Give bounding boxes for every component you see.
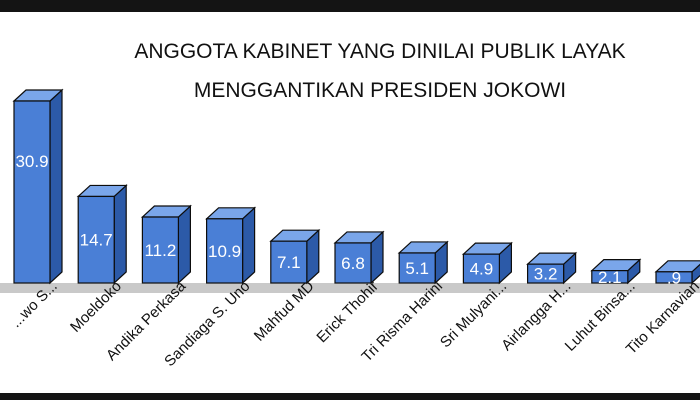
screen-top-border — [0, 0, 700, 12]
bar-front — [334, 242, 372, 284]
chart-title-line-1: ANGGOTA KABINET YANG DINILAI PUBLIK LAYA… — [134, 40, 625, 63]
bar-side — [242, 206, 256, 285]
bar-value-label: 30.9 — [15, 152, 48, 171]
bar-front — [591, 270, 629, 284]
bar-side — [113, 184, 127, 285]
bar: 7.1 — [269, 228, 321, 285]
bar-value-label: 3.2 — [534, 265, 558, 284]
bar-front — [270, 240, 308, 284]
bar-value-label: .9 — [667, 268, 681, 287]
bar-value-label: 4.9 — [470, 260, 494, 279]
bar-value-label: 10.9 — [208, 242, 241, 261]
bar-front — [206, 218, 244, 284]
chart-floor — [0, 283, 700, 293]
bar-value-label: 11.2 — [144, 241, 176, 260]
bar-side — [177, 204, 191, 285]
bar-value-label: 5.1 — [405, 259, 429, 278]
bar: 10.9 — [205, 206, 257, 285]
bar-side — [49, 88, 63, 285]
bar: 3.2 — [526, 251, 578, 285]
bar-front — [398, 252, 436, 284]
chart-title-line-2: MENGGANTIKAN PRESIDEN JOKOWI — [194, 79, 566, 102]
bar: .9 — [654, 260, 700, 287]
bar: 30.9 — [12, 88, 64, 285]
bar-front — [655, 271, 693, 284]
bar-front — [13, 100, 51, 284]
bar-front — [462, 253, 500, 284]
bar-value-label: 7.1 — [277, 253, 301, 272]
bar-front — [526, 263, 565, 284]
bar: 4.9 — [461, 241, 513, 285]
bar-value-label: 6.8 — [341, 254, 365, 273]
bar: 14.7 — [76, 184, 128, 285]
bar: 2.1 — [590, 258, 642, 287]
bar-value-label: 2.1 — [598, 268, 622, 287]
bar-front — [77, 195, 115, 284]
bar-front — [141, 216, 179, 284]
bar: 6.8 — [333, 230, 385, 285]
bar: 11.2 — [140, 204, 192, 285]
bar-value-label: 14.7 — [80, 231, 113, 250]
screen-bottom-border — [0, 393, 700, 400]
bar: 5.1 — [397, 240, 449, 285]
bars-group: 30.9 14.7 11.2 10.9 7.1 6.8 5.1 4.9 3.2 2.1 .9 — [12, 88, 700, 287]
